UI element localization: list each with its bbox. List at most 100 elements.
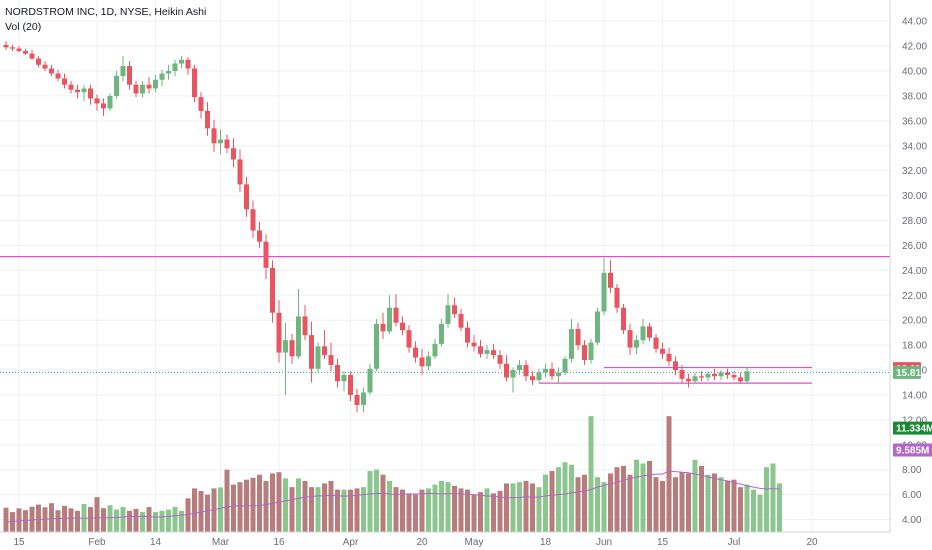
volume-bar xyxy=(140,512,145,532)
candle-body xyxy=(192,68,197,98)
candle xyxy=(315,342,321,373)
volume-bar xyxy=(712,473,717,532)
candle-body xyxy=(179,59,184,64)
price-tick-label: 42.00 xyxy=(902,42,927,53)
candle-body xyxy=(10,47,15,49)
candle xyxy=(224,134,230,154)
volume-bar xyxy=(361,487,366,532)
volume-bar xyxy=(491,493,496,532)
candle-body xyxy=(250,209,256,231)
volume-bar xyxy=(289,487,295,532)
volume-bar xyxy=(400,489,405,532)
candle xyxy=(530,371,535,385)
candle xyxy=(601,257,607,316)
candle-body xyxy=(16,48,22,52)
candle xyxy=(101,98,106,116)
price-label-text: 11.334M xyxy=(896,424,932,435)
volume-bar xyxy=(738,487,743,532)
candle-body xyxy=(601,272,607,312)
price-tick-label: 28.00 xyxy=(902,216,927,227)
candle xyxy=(432,338,438,359)
candle xyxy=(634,335,639,354)
time-axis[interactable]: 15 Feb 14 Mar 16 Apr 20 May 18 Jun 15 Jul 20 xyxy=(0,531,932,550)
price-label-text: 15.81 xyxy=(896,368,921,379)
candle xyxy=(205,102,210,136)
volume-bar xyxy=(744,484,750,532)
volume-bar xyxy=(328,480,334,532)
candle-body xyxy=(354,394,360,405)
price-tick-label: 32.00 xyxy=(902,166,927,177)
candle-body xyxy=(439,323,444,344)
candle xyxy=(673,356,678,376)
volume-bar xyxy=(172,506,178,532)
price-axis[interactable]: 44.00 42.00 40.00 38.00 36.00 34.00 32.00 30.00… xyxy=(889,0,932,550)
candle-body xyxy=(166,71,171,74)
time-tick-label: Jun xyxy=(596,537,612,548)
volume-bar xyxy=(679,472,685,532)
candle xyxy=(29,49,35,60)
volume-bar xyxy=(699,465,704,532)
volume-bar xyxy=(517,482,522,532)
candle xyxy=(127,61,132,90)
candle-body xyxy=(666,353,672,362)
volume-bar xyxy=(575,477,581,532)
candle xyxy=(439,318,444,347)
candle xyxy=(153,74,158,93)
candle xyxy=(588,338,594,364)
volume-bar xyxy=(159,510,165,532)
volume-bar xyxy=(75,510,80,532)
candle xyxy=(549,362,555,380)
volume-bars xyxy=(3,416,782,532)
volume-bar xyxy=(94,497,100,532)
candle xyxy=(387,295,392,334)
candle xyxy=(653,333,659,353)
candle-body xyxy=(543,368,548,373)
candle xyxy=(23,48,28,55)
candle-body xyxy=(504,363,509,378)
volume-bar xyxy=(36,504,41,532)
candle-body xyxy=(497,355,503,364)
volume-bar xyxy=(764,467,769,532)
candle-body xyxy=(445,305,451,324)
volume-bar xyxy=(608,473,613,532)
volume-bar xyxy=(484,488,490,532)
candle xyxy=(458,308,464,332)
volume-bar xyxy=(341,489,347,532)
candle-body xyxy=(744,371,750,382)
candle xyxy=(250,200,256,238)
candle xyxy=(413,341,418,363)
time-tick-label: 15 xyxy=(657,537,669,548)
candle-body xyxy=(81,88,87,93)
candle-body xyxy=(530,376,535,380)
candle xyxy=(400,316,405,336)
candle-body xyxy=(315,346,321,369)
volume-ma-line xyxy=(5,470,780,523)
volume-indicator-label[interactable]: Vol (20) xyxy=(5,21,42,33)
volume-bar xyxy=(133,508,139,532)
candle-body xyxy=(725,372,730,376)
candle-body xyxy=(237,159,243,185)
candle-body xyxy=(484,350,490,354)
candle xyxy=(88,84,93,105)
volume-bar xyxy=(127,510,132,532)
volume-bar xyxy=(231,484,236,532)
volume-bar xyxy=(458,488,464,532)
candle-body xyxy=(335,365,340,382)
candle-body xyxy=(348,375,353,395)
candle-body xyxy=(478,346,483,354)
candle-body xyxy=(309,335,314,369)
candle xyxy=(263,234,269,280)
candle xyxy=(484,345,490,359)
candle xyxy=(62,73,67,89)
candle xyxy=(237,149,243,192)
volume-bar xyxy=(218,487,223,532)
horizontal-levels xyxy=(0,256,890,384)
candle xyxy=(497,350,503,369)
volume-bar xyxy=(419,489,425,532)
candle-body xyxy=(341,375,347,382)
volume-bar xyxy=(647,460,652,532)
price-tick-label: 18.00 xyxy=(902,341,927,352)
time-tick-label: 16 xyxy=(273,537,285,548)
